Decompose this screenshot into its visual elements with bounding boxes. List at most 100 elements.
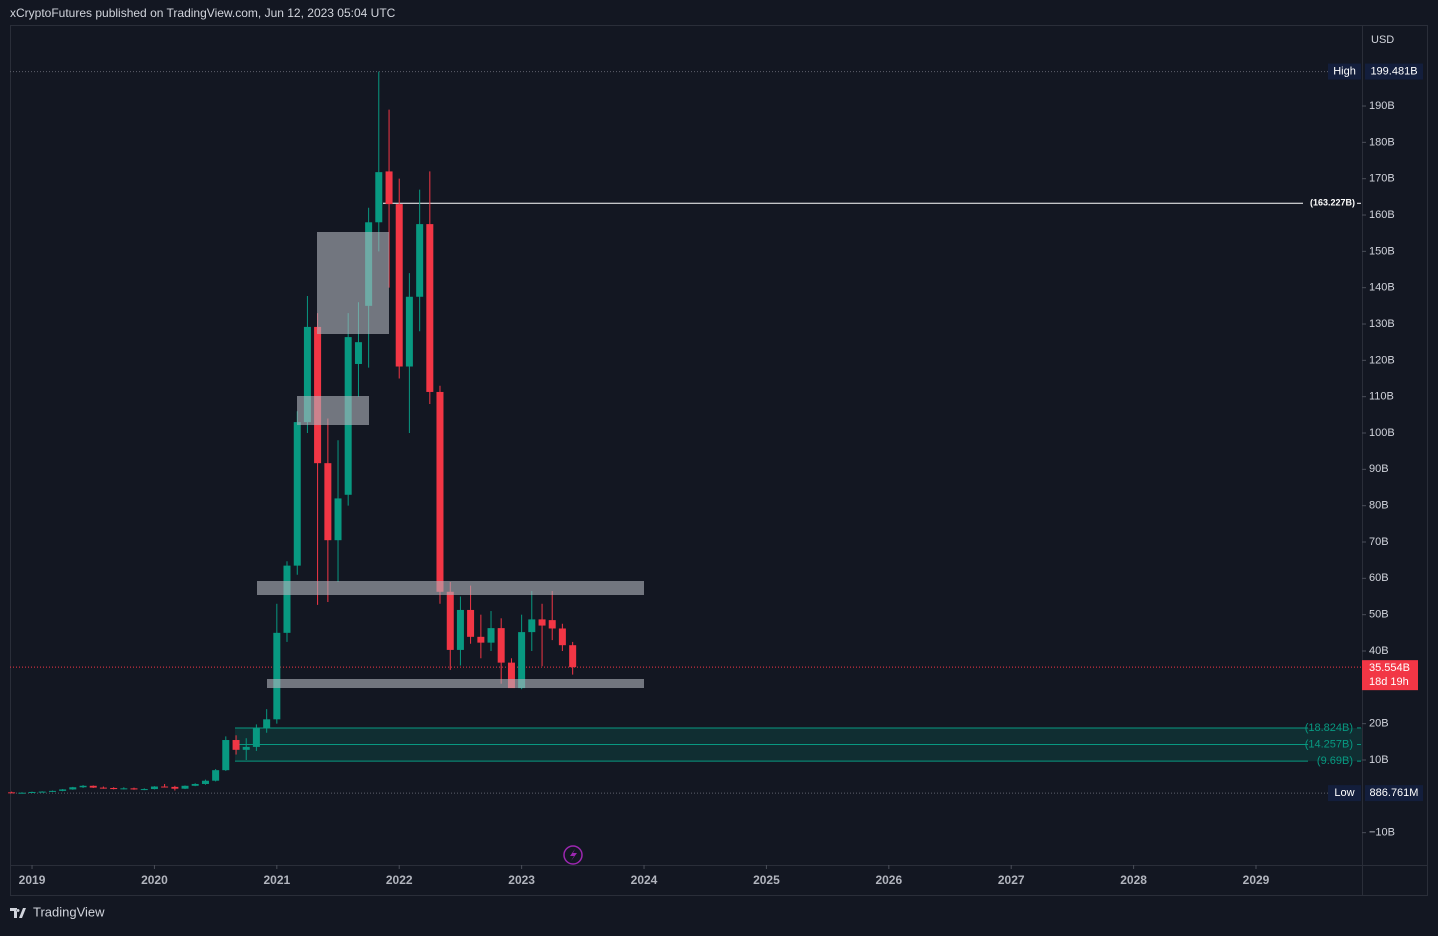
- candle-body: [416, 224, 424, 297]
- y-tick-label: −10B: [1369, 827, 1395, 839]
- frame: [10, 25, 1428, 896]
- x-tick-label: 2029: [1243, 873, 1270, 887]
- candle-body: [150, 786, 158, 790]
- candle-body: [18, 792, 26, 794]
- candle-body: [528, 619, 536, 633]
- candle-body: [232, 740, 240, 750]
- candle-body: [252, 728, 260, 747]
- candle-body: [405, 296, 413, 367]
- candle-body: [446, 591, 454, 650]
- candle-body: [273, 632, 281, 720]
- y-tick-label: 180B: [1369, 136, 1395, 148]
- marker-value: 199.481B: [1370, 65, 1417, 77]
- logo: TradingView: [10, 904, 105, 919]
- icon-circle[interactable]: [563, 845, 583, 865]
- candle-body: [436, 391, 444, 592]
- marker-label: Low: [1334, 787, 1354, 799]
- y-tick-label: 130B: [1369, 318, 1395, 330]
- marker-value-bg: [1365, 63, 1423, 80]
- y-tick-label: 100B: [1369, 427, 1395, 439]
- zone-box: [297, 396, 369, 425]
- candle-body: [212, 770, 220, 781]
- y-tick-label: 110B: [1369, 391, 1394, 403]
- candle-body: [130, 788, 138, 790]
- y-tick-label: 190B: [1369, 100, 1395, 112]
- candle-body: [191, 783, 199, 786]
- candle-body: [181, 785, 189, 789]
- candle-body: [497, 628, 505, 663]
- candle-body: [314, 326, 322, 464]
- candle-body: [79, 785, 87, 788]
- zone-box: [267, 679, 644, 688]
- candle-body: [59, 789, 67, 791]
- candle-body: [201, 780, 209, 784]
- x-tick-label: 2023: [508, 873, 535, 887]
- y-tick-label: 70B: [1369, 536, 1389, 548]
- candle-body: [242, 746, 250, 750]
- icon-bolt[interactable]: [570, 849, 577, 861]
- candle-body: [456, 609, 464, 650]
- candle-body: [538, 619, 546, 626]
- replay-icon[interactable]: [563, 845, 583, 865]
- candle-body: [385, 171, 393, 205]
- y-tick-label: 50B: [1369, 609, 1389, 621]
- header: xCryptoFutures published on TradingView.…: [10, 6, 396, 20]
- countdown: 18d 19h: [1369, 676, 1409, 688]
- y-tick-label: 10B: [1369, 754, 1389, 766]
- candle-body: [548, 620, 556, 629]
- x-tick-label: 2022: [386, 873, 413, 887]
- y-tick-label: 80B: [1369, 500, 1389, 512]
- candle-body: [120, 788, 128, 790]
- zone-box: [257, 581, 644, 595]
- x-tick-label: 2026: [875, 873, 902, 887]
- logo-mark: [10, 908, 26, 918]
- candle-body: [140, 789, 148, 791]
- marker-label-bg: [1328, 63, 1361, 80]
- marker-label-bg: [1328, 785, 1361, 802]
- footer-brand: TradingView: [33, 904, 105, 919]
- candle-body: [487, 628, 495, 643]
- candle-body: [8, 792, 16, 794]
- candle-body: [518, 632, 526, 689]
- candle-body: [375, 172, 383, 223]
- candle-body: [477, 636, 485, 643]
- candle-body: [99, 787, 107, 789]
- x-tick-label: 2025: [753, 873, 780, 887]
- candle-body: [293, 422, 301, 566]
- candle-body: [263, 719, 271, 729]
- candle-body: [324, 463, 332, 541]
- y-tick-label: 160B: [1369, 209, 1395, 221]
- candle-body: [110, 787, 118, 790]
- candle-body: [558, 628, 566, 646]
- candle-body: [354, 342, 362, 364]
- zone-box: [317, 232, 389, 334]
- candle-body: [161, 786, 169, 788]
- level-label: (163.227B): [1310, 198, 1355, 208]
- y-tick-label: 90B: [1369, 463, 1389, 475]
- level-label: (18.824B): [1305, 722, 1353, 734]
- candle-body: [303, 326, 311, 423]
- level-label: (14.257B): [1305, 738, 1353, 750]
- last-price: 35.554B: [1369, 662, 1410, 674]
- y-tick-label: 20B: [1369, 718, 1389, 730]
- last-price-bg: [1362, 660, 1418, 691]
- candle-body: [426, 224, 434, 392]
- candle-body: [28, 791, 36, 793]
- candle-body: [171, 786, 179, 789]
- y-tick-label: 150B: [1369, 245, 1395, 257]
- x-tick-label: 2024: [631, 873, 658, 887]
- candle-body: [48, 790, 56, 792]
- x-tick-label: 2027: [998, 873, 1025, 887]
- candle-body: [38, 791, 46, 793]
- candle-body: [507, 662, 515, 689]
- y-tick-label: 140B: [1369, 282, 1395, 294]
- candle-body: [395, 204, 403, 367]
- y-tick-label: 120B: [1369, 354, 1395, 366]
- candle-body: [569, 645, 577, 668]
- x-tick-label: 2019: [19, 873, 46, 887]
- y-tick-label: 170B: [1369, 173, 1395, 185]
- y-tick-label: 40B: [1369, 645, 1389, 657]
